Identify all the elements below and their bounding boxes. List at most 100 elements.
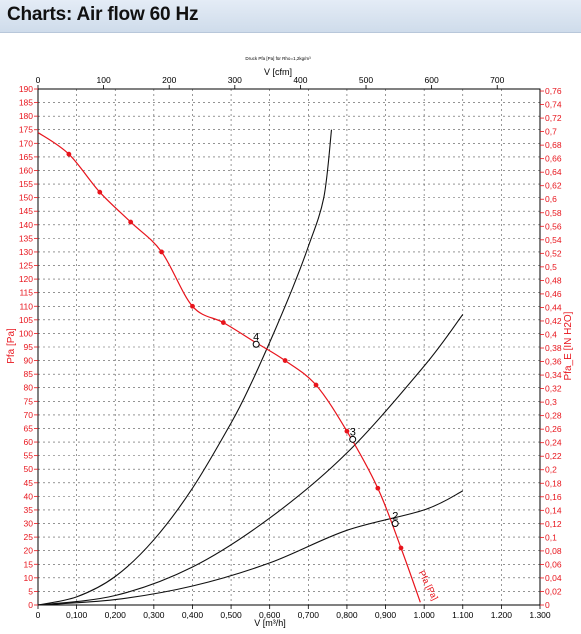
y-tick-label: 150	[19, 193, 33, 203]
y2-tick-label: 0,64	[545, 167, 562, 177]
operating-point	[252, 340, 260, 348]
x2-tick-label: 400	[293, 75, 307, 85]
y-tick-label: 165	[19, 152, 33, 162]
y-tick-label: 40	[24, 491, 34, 501]
y2-tick-label: 0,04	[545, 573, 562, 583]
y2-tick-label: 0,12	[545, 519, 562, 529]
chart-grid	[38, 89, 540, 605]
y-tick-label: 100	[19, 328, 33, 338]
y-tick-label: 75	[24, 396, 34, 406]
x-tick-label: 0,400	[182, 610, 204, 620]
y2-tick-label: 0,58	[545, 208, 562, 218]
x-tick-label: 1.300	[529, 610, 551, 620]
y2-tick-label: 0,56	[545, 221, 562, 231]
x2-tick-label: 0	[36, 75, 41, 85]
y-tick-label: 95	[24, 342, 34, 352]
y-tick-label: 60	[24, 437, 34, 447]
y-tick-label: 120	[19, 274, 33, 284]
x-tick-label: 0,300	[143, 610, 165, 620]
chart-axes: 0 0,100 0,200 0,300 0,400 0,500 0,600 0,700 0,80…	[19, 75, 562, 620]
y-tick-label: 10	[24, 573, 34, 583]
y-tick-label: 85	[24, 369, 34, 379]
y2-tick-label: 0,6	[545, 194, 557, 204]
page-title: Charts: Air flow 60 Hz	[7, 4, 199, 25]
fan-curve-marker	[313, 382, 319, 388]
y2-tick-label: 0,44	[545, 302, 562, 312]
fan-curve-marker	[375, 485, 381, 491]
y2-tick-label: 0,16	[545, 492, 562, 502]
x-tick-label: 1.100	[452, 610, 474, 620]
x-tick-label: 0,200	[105, 610, 127, 620]
system-curve-1	[37, 490, 464, 606]
fan-curve-label: Pfa [Pa]	[417, 569, 440, 602]
fan-curve-marker	[190, 303, 195, 309]
y2-tick-label: 0,68	[545, 140, 562, 150]
y-tick-label: 135	[19, 233, 33, 243]
y2-tick-label: 0,02	[545, 586, 562, 596]
x-tick-label: 0,100	[66, 610, 88, 620]
y2-tick-label: 0,38	[545, 343, 562, 353]
x-tick-label: 0	[36, 610, 41, 620]
y-tick-label: 0	[28, 600, 33, 610]
top-axis-label: V [cfm]	[264, 67, 292, 77]
y-tick-label: 130	[19, 247, 33, 257]
y-tick-label: 180	[19, 111, 33, 121]
chart-subtitle: Druck Pfa [Pa] für Rho=1,2kg/m³	[245, 56, 311, 61]
y2-tick-label: 0,42	[545, 316, 562, 326]
operating-point-label: 3	[350, 426, 356, 438]
x-tick-label: 0,500	[220, 610, 242, 620]
y2-tick-label: 0,48	[545, 275, 562, 285]
x-tick-label: 1.000	[414, 610, 436, 620]
y2-tick-label: 0,32	[545, 384, 562, 394]
y2-tick-label: 0,1	[545, 532, 557, 542]
y-tick-label: 170	[19, 138, 33, 148]
y-tick-label: 25	[24, 532, 34, 542]
y2-tick-label: 0,54	[545, 235, 562, 245]
fan-curve-marker	[128, 219, 134, 225]
y2-tick-label: 0,26	[545, 424, 562, 434]
fan-curve-marker	[398, 545, 404, 551]
y2-tick-label: 0,2	[545, 465, 557, 475]
y-tick-label: 65	[24, 423, 34, 433]
y-tick-label: 45	[24, 478, 34, 488]
fan-curve-marker	[220, 320, 226, 325]
y2-tick-label: 0,4	[545, 329, 557, 339]
x2-tick-label: 200	[162, 75, 176, 85]
y2-tick-label: 0	[545, 600, 550, 610]
y-tick-label: 90	[24, 356, 34, 366]
y2-tick-label: 0,46	[545, 289, 562, 299]
y-tick-label: 175	[19, 125, 33, 135]
y2-tick-label: 0,34	[545, 370, 562, 380]
y2-tick-label: 0,66	[545, 154, 562, 164]
y-tick-label: 155	[19, 179, 33, 189]
y-tick-label: 80	[24, 383, 34, 393]
left-axis-label: Pfa [Pa]	[6, 328, 17, 364]
y-tick-label: 55	[24, 451, 34, 461]
fan-curve-marker	[159, 249, 164, 255]
y2-tick-label: 0,18	[545, 478, 562, 488]
y-tick-label: 20	[24, 546, 34, 556]
x2-tick-label: 700	[490, 75, 504, 85]
y-tick-label: 140	[19, 220, 33, 230]
system-curve-3	[37, 129, 333, 606]
fan-curve-marker	[66, 151, 72, 157]
y2-tick-label: 0,7	[545, 127, 557, 137]
y-tick-label: 50	[24, 464, 34, 474]
y2-tick-label: 0,52	[545, 248, 562, 258]
x-tick-label: 0,800	[336, 610, 358, 620]
x2-tick-label: 500	[359, 75, 373, 85]
operating-point	[349, 435, 357, 443]
operating-point-label: 2	[392, 511, 398, 523]
bottom-axis-label: V [m³/h]	[254, 618, 286, 628]
fan-curve-marker	[97, 189, 103, 195]
x2-tick-label: 600	[425, 75, 439, 85]
y-tick-label: 145	[19, 206, 33, 216]
x-tick-label: 0,700	[298, 610, 320, 620]
y-tick-label: 30	[24, 519, 34, 529]
y2-tick-label: 0,36	[545, 357, 562, 367]
y-tick-label: 70	[24, 410, 34, 420]
header-bar: Charts: Air flow 60 Hz	[0, 0, 581, 33]
x-tick-label: 1.200	[491, 610, 513, 620]
y-tick-label: 190	[19, 84, 33, 94]
